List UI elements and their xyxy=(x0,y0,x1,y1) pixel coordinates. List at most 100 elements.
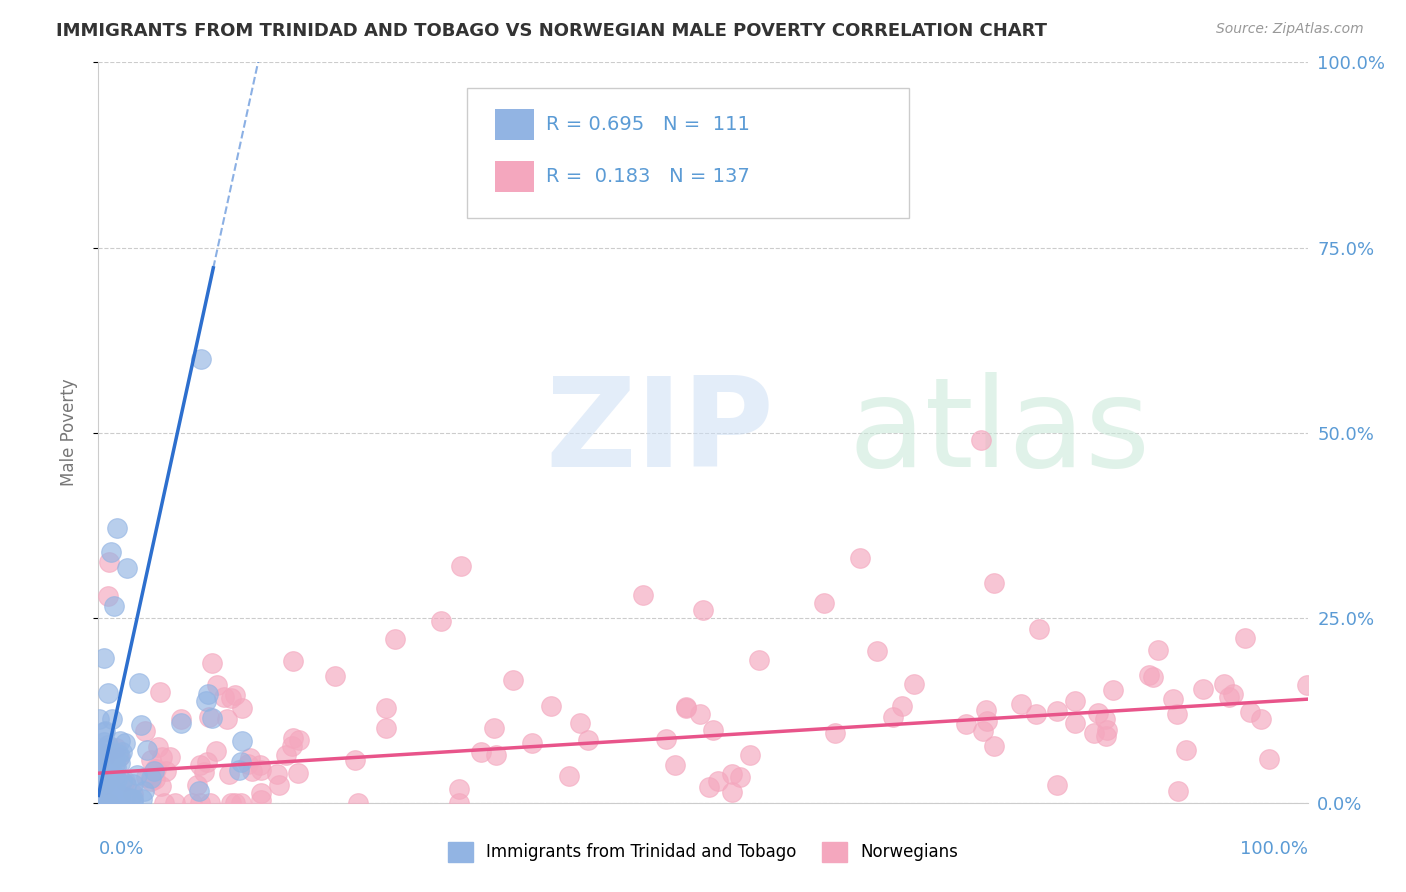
Point xyxy=(1097,723,1119,737)
Point xyxy=(153,796,176,810)
Point xyxy=(1028,623,1050,637)
Text: 100.0%: 100.0% xyxy=(1240,840,1308,858)
Point xyxy=(188,796,211,810)
Point xyxy=(1258,752,1281,766)
Point xyxy=(1213,677,1236,691)
Point xyxy=(1087,706,1109,720)
Point xyxy=(558,769,581,783)
Point xyxy=(212,690,235,704)
Point xyxy=(728,771,751,785)
Point xyxy=(485,748,508,763)
Point xyxy=(134,724,156,739)
Point xyxy=(89,796,111,810)
Point xyxy=(96,796,118,810)
Point xyxy=(224,688,246,702)
Point xyxy=(193,764,215,779)
Point xyxy=(89,773,111,788)
Point xyxy=(281,739,304,754)
Point xyxy=(97,752,120,766)
Point xyxy=(91,796,114,810)
Point xyxy=(540,699,562,714)
Point xyxy=(143,772,166,787)
Y-axis label: Male Poverty: Male Poverty xyxy=(59,379,77,486)
Point xyxy=(470,745,492,759)
Point xyxy=(1064,716,1087,731)
Point xyxy=(721,785,744,799)
Point xyxy=(110,774,132,789)
Point xyxy=(375,721,398,735)
Point xyxy=(631,589,654,603)
Point xyxy=(343,753,366,767)
Point xyxy=(93,650,115,665)
Point xyxy=(107,747,129,761)
Point xyxy=(813,596,835,610)
Point xyxy=(122,791,145,805)
Point xyxy=(229,755,252,769)
Point xyxy=(655,731,678,746)
Point xyxy=(136,743,159,757)
Point xyxy=(100,788,122,802)
Point xyxy=(94,764,117,778)
Point xyxy=(1250,712,1272,726)
Point xyxy=(142,764,165,778)
Point xyxy=(824,726,846,740)
Point xyxy=(89,777,111,791)
Point xyxy=(96,795,118,809)
Point xyxy=(97,590,120,604)
Point xyxy=(882,710,904,724)
Text: IMMIGRANTS FROM TRINIDAD AND TOBAGO VS NORWEGIAN MALE POVERTY CORRELATION CHART: IMMIGRANTS FROM TRINIDAD AND TOBAGO VS N… xyxy=(56,22,1047,40)
Point xyxy=(127,768,149,782)
Point xyxy=(201,656,224,670)
Point xyxy=(122,777,145,791)
Point xyxy=(97,773,120,788)
Point xyxy=(740,747,762,762)
Point xyxy=(983,575,1005,590)
Point xyxy=(215,712,238,726)
Point xyxy=(94,748,117,763)
Point xyxy=(1142,670,1164,684)
Point xyxy=(93,740,115,755)
Point xyxy=(98,773,121,788)
Point xyxy=(229,796,252,810)
Point xyxy=(375,701,398,715)
Point xyxy=(970,433,993,447)
Point xyxy=(283,654,305,668)
Point xyxy=(1064,694,1087,708)
Point xyxy=(288,733,311,747)
Point xyxy=(287,766,309,780)
Point xyxy=(1046,704,1069,718)
Point xyxy=(114,773,136,788)
Point xyxy=(96,791,118,805)
Point xyxy=(98,796,121,810)
Point xyxy=(139,771,162,785)
Point xyxy=(195,694,218,708)
Point xyxy=(201,711,224,725)
Point xyxy=(139,753,162,767)
Point xyxy=(121,787,143,801)
Point xyxy=(1025,706,1047,721)
Point xyxy=(139,774,162,789)
Point xyxy=(689,707,711,722)
Point xyxy=(197,687,219,701)
Point xyxy=(1192,682,1215,697)
Point xyxy=(323,668,346,682)
Point xyxy=(96,758,118,772)
Point xyxy=(98,794,121,808)
Point xyxy=(347,796,370,810)
Point xyxy=(1218,690,1240,704)
Point xyxy=(1166,707,1188,722)
Point xyxy=(1222,687,1244,701)
Point xyxy=(221,691,243,706)
Point xyxy=(250,793,273,807)
Point xyxy=(90,794,112,808)
Point xyxy=(204,744,226,758)
Point xyxy=(150,779,173,793)
Point xyxy=(94,777,117,791)
Point xyxy=(97,686,120,700)
Text: R = 0.695   N =  111: R = 0.695 N = 111 xyxy=(546,115,749,134)
Point xyxy=(1046,778,1069,792)
Point xyxy=(195,755,218,769)
Point xyxy=(146,739,169,754)
Point xyxy=(1167,784,1189,798)
Point xyxy=(231,734,253,748)
